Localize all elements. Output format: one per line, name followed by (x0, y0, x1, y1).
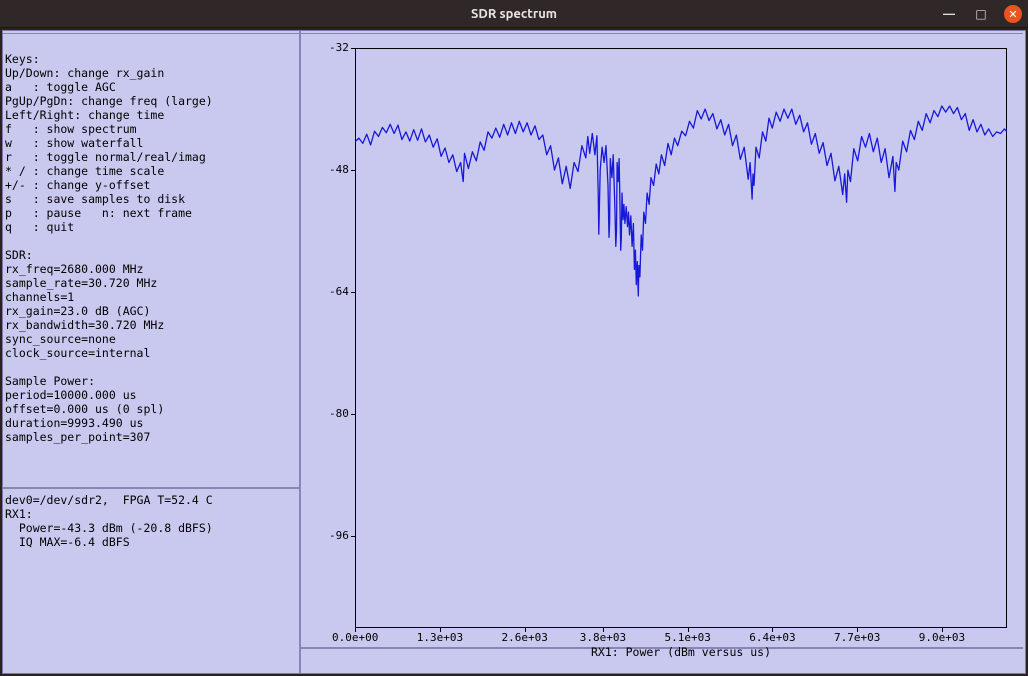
x-tick-label: 7.7e+03 (834, 631, 880, 644)
x-axis-title: RX1: Power (dBm versus us) (591, 645, 771, 659)
chart-canvas: -32 -48 -64 -80 -96 0.0e+00 1.3e+03 2.6e+03 3.8e… (303, 36, 1021, 645)
info-panel-top: Keys: Up/Down: change rx_gain a : toggle… (3, 33, 299, 489)
left-column: Keys: Up/Down: change rx_gain a : toggle… (3, 31, 301, 673)
y-tick-label: -48 (329, 163, 349, 176)
y-tick-label: -96 (329, 529, 349, 542)
app-body: Keys: Up/Down: change rx_gain a : toggle… (2, 30, 1026, 674)
x-tick-label: 6.4e+03 (749, 631, 795, 644)
x-tick-label: 0.0e+00 (332, 631, 378, 644)
window-controls: — □ ✕ (940, 0, 1022, 28)
info-panel-bottom: dev0=/dev/sdr2, FPGA T=52.4 C RX1: Power… (3, 489, 299, 673)
spectrum-trace (355, 48, 1007, 628)
x-tick-mark (355, 628, 356, 632)
chart-area: -32 -48 -64 -80 -96 0.0e+00 1.3e+03 2.6e+03 3.8e… (301, 33, 1023, 647)
app-frame: Keys: Up/Down: change rx_gain a : toggle… (0, 28, 1028, 676)
titlebar: SDR spectrum — □ ✕ (0, 0, 1028, 28)
x-tick-label: 1.3e+03 (417, 631, 463, 644)
x-tick-label: 9.0e+03 (919, 631, 965, 644)
minimize-icon[interactable]: — (940, 5, 958, 23)
close-icon[interactable]: ✕ (1004, 5, 1022, 23)
maximize-icon[interactable]: □ (972, 5, 990, 23)
x-tick-mark (772, 628, 773, 632)
x-tick-mark (942, 628, 943, 632)
x-tick-mark (857, 628, 858, 632)
y-tick-label: -80 (329, 407, 349, 420)
y-tick-label: -64 (329, 285, 349, 298)
y-tick-label: -32 (329, 41, 349, 54)
x-tick-mark (525, 628, 526, 632)
x-tick-mark (603, 628, 604, 632)
right-column: -32 -48 -64 -80 -96 0.0e+00 1.3e+03 2.6e+03 3.8e… (301, 31, 1025, 673)
x-tick-label: 2.6e+03 (502, 631, 548, 644)
x-tick-label: 3.8e+03 (580, 631, 626, 644)
window-title: SDR spectrum (471, 7, 557, 21)
x-tick-mark (440, 628, 441, 632)
x-tick-label: 5.1e+03 (665, 631, 711, 644)
x-tick-mark (688, 628, 689, 632)
